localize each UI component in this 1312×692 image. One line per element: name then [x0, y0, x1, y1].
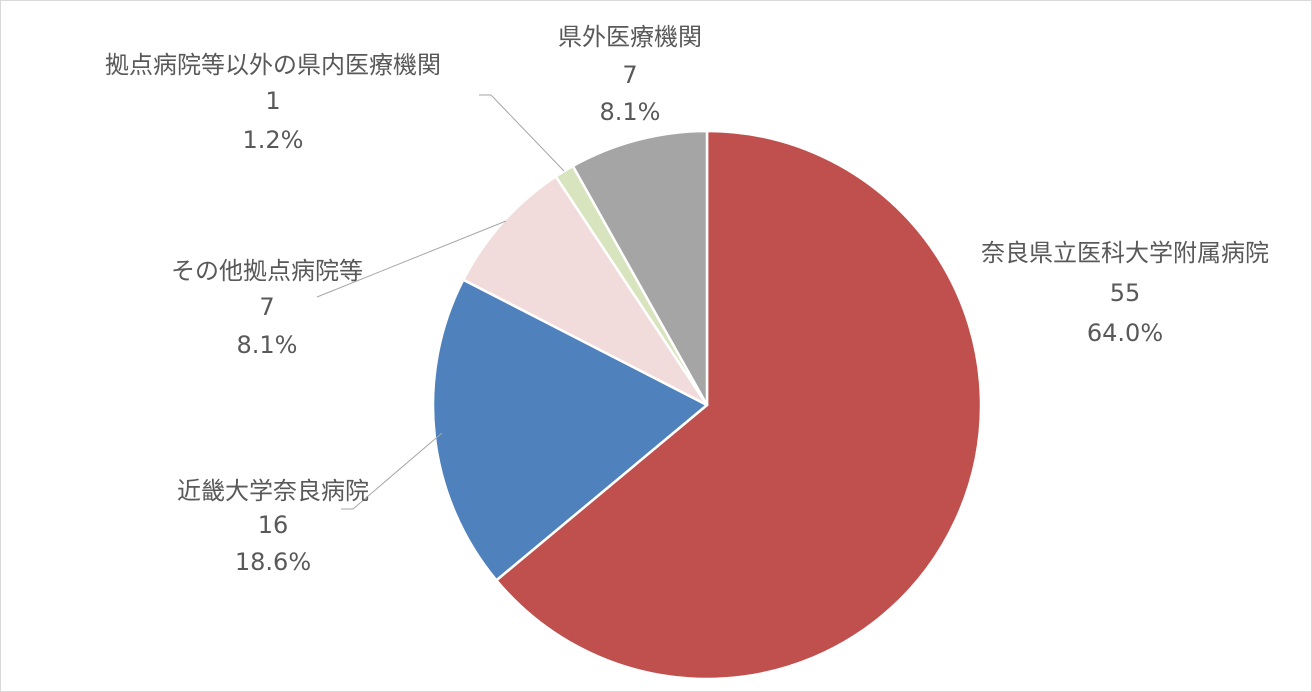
data-label-value: 7 [622, 61, 637, 89]
data-label-value: 1 [265, 87, 280, 115]
data-label-value: 7 [259, 293, 274, 321]
data-label-other-hub: その他拠点病院等 7 8.1% [171, 257, 363, 359]
data-label-category: 県外医療機関 [558, 23, 702, 51]
data-label-percent: 1.2% [243, 126, 304, 154]
pie-slices [431, 129, 983, 681]
data-label-category: 奈良県立医科大学附属病院 [981, 239, 1269, 267]
data-label-category: 近畿大学奈良病院 [177, 477, 369, 505]
data-label-category: その他拠点病院等 [171, 257, 363, 285]
data-label-value: 55 [1110, 279, 1141, 307]
data-label-percent: 8.1% [237, 331, 298, 359]
data-label-percent: 64.0% [1087, 319, 1163, 347]
leader-line-other-local [479, 94, 565, 172]
data-label-kindai: 近畿大学奈良病院 16 18.6% [177, 477, 369, 576]
slice-kindai [431, 278, 709, 582]
data-label-out-of-prefecture: 県外医療機関 7 8.1% [558, 23, 702, 126]
leader-lines [316, 94, 565, 510]
data-label-nara-medical: 奈良県立医科大学附属病院 55 64.0% [981, 239, 1269, 347]
data-label-value: 16 [258, 511, 289, 539]
leader-line-other-hub [316, 220, 507, 298]
data-label-percent: 8.1% [600, 98, 661, 126]
data-label-percent: 18.6% [235, 548, 311, 576]
slice-nara-medical [495, 129, 983, 681]
data-label-other-local: 拠点病院等以外の県内医療機関 1 1.2% [105, 51, 441, 154]
slice-out-of-prefecture [571, 129, 709, 407]
data-label-category: 拠点病院等以外の県内医療機関 [105, 51, 441, 79]
leader-line-kindai [341, 432, 443, 510]
